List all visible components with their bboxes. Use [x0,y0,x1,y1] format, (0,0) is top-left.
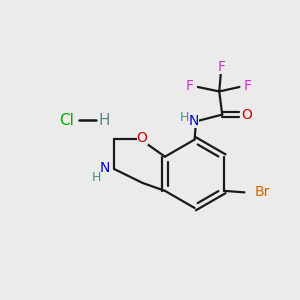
Text: H: H [91,171,101,184]
Text: Cl: Cl [59,113,74,128]
Text: N: N [100,161,110,175]
Text: O: O [137,131,148,145]
Text: O: O [242,108,252,122]
Text: H: H [180,111,190,124]
Text: F: F [218,60,226,74]
Text: F: F [243,80,251,93]
Text: F: F [186,80,194,93]
Text: Br: Br [255,185,270,200]
Text: N: N [188,114,199,128]
Text: H: H [98,113,110,128]
